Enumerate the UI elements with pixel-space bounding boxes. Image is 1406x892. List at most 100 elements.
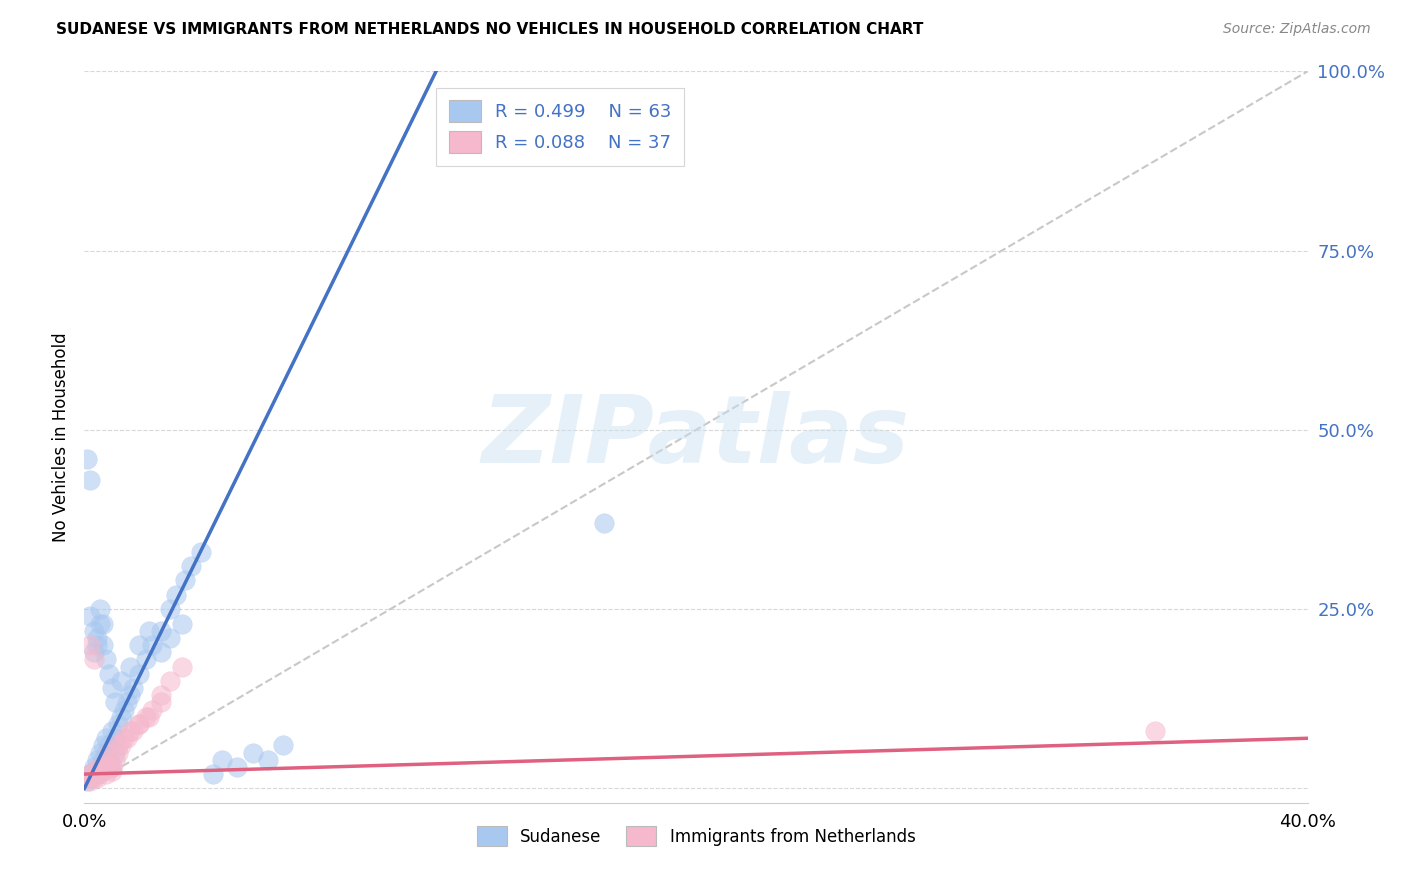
Point xyxy=(94,731,117,746)
Point xyxy=(135,710,157,724)
Point xyxy=(91,638,114,652)
Point xyxy=(120,724,142,739)
Point xyxy=(94,767,117,781)
Point xyxy=(89,602,111,616)
Point xyxy=(159,602,181,616)
Point xyxy=(165,588,187,602)
Point xyxy=(86,767,108,781)
Point xyxy=(101,764,124,778)
Point xyxy=(89,746,111,760)
Point xyxy=(97,753,120,767)
Point xyxy=(104,746,127,760)
Point xyxy=(141,638,163,652)
Point xyxy=(83,652,105,666)
Point xyxy=(79,473,101,487)
Point xyxy=(83,771,105,785)
Point xyxy=(101,760,124,774)
Point xyxy=(172,659,194,673)
Point xyxy=(112,731,135,746)
Point xyxy=(91,760,114,774)
Point xyxy=(159,673,181,688)
Point xyxy=(94,753,117,767)
Point xyxy=(257,753,280,767)
Point xyxy=(107,717,129,731)
Point xyxy=(1143,724,1166,739)
Point xyxy=(104,695,127,709)
Point xyxy=(76,771,98,785)
Point xyxy=(104,731,127,746)
Point xyxy=(149,624,172,638)
Point xyxy=(94,746,117,760)
Point xyxy=(120,688,142,702)
Point xyxy=(91,753,114,767)
Point xyxy=(115,695,138,709)
Point xyxy=(122,681,145,695)
Point xyxy=(593,516,616,530)
Point xyxy=(89,760,111,774)
Point xyxy=(86,753,108,767)
Point xyxy=(159,631,181,645)
Point xyxy=(110,739,132,753)
Text: ZIPatlas: ZIPatlas xyxy=(482,391,910,483)
Point xyxy=(112,702,135,716)
Point xyxy=(128,666,150,681)
Point xyxy=(101,681,124,695)
Point xyxy=(107,746,129,760)
Point xyxy=(128,638,150,652)
Point xyxy=(86,771,108,785)
Point xyxy=(110,673,132,688)
Point xyxy=(242,746,264,760)
Point xyxy=(79,771,101,785)
Point xyxy=(79,767,101,781)
Point xyxy=(89,764,111,778)
Point xyxy=(180,559,202,574)
Point xyxy=(91,616,114,631)
Point xyxy=(97,746,120,760)
Point xyxy=(83,645,105,659)
Point xyxy=(91,739,114,753)
Point xyxy=(101,760,124,774)
Point xyxy=(76,774,98,789)
Point xyxy=(110,710,132,724)
Point xyxy=(149,695,172,709)
Point xyxy=(89,760,111,774)
Point xyxy=(94,652,117,666)
Point xyxy=(135,652,157,666)
Point xyxy=(138,624,160,638)
Point xyxy=(97,739,120,753)
Y-axis label: No Vehicles in Household: No Vehicles in Household xyxy=(52,332,70,542)
Point xyxy=(83,764,105,778)
Point xyxy=(190,545,212,559)
Point xyxy=(83,764,105,778)
Point xyxy=(201,767,224,781)
Point xyxy=(174,574,197,588)
Point xyxy=(86,767,108,781)
Point xyxy=(79,767,101,781)
Text: SUDANESE VS IMMIGRANTS FROM NETHERLANDS NO VEHICLES IN HOUSEHOLD CORRELATION CHA: SUDANESE VS IMMIGRANTS FROM NETHERLANDS … xyxy=(56,22,924,37)
Text: Source: ZipAtlas.com: Source: ZipAtlas.com xyxy=(1223,22,1371,37)
Point xyxy=(138,710,160,724)
Point xyxy=(86,631,108,645)
Point xyxy=(172,616,194,631)
Point xyxy=(97,666,120,681)
Point xyxy=(79,774,101,789)
Point xyxy=(149,645,172,659)
Legend: Sudanese, Immigrants from Netherlands: Sudanese, Immigrants from Netherlands xyxy=(470,820,922,853)
Point xyxy=(97,760,120,774)
Point xyxy=(271,739,294,753)
Point xyxy=(122,724,145,739)
Point xyxy=(83,624,105,638)
Point xyxy=(89,616,111,631)
Point xyxy=(86,638,108,652)
Point xyxy=(128,717,150,731)
Point xyxy=(128,717,150,731)
Point xyxy=(120,659,142,673)
Point xyxy=(91,764,114,778)
Point xyxy=(211,753,233,767)
Point xyxy=(141,702,163,716)
Point xyxy=(79,638,101,652)
Point xyxy=(83,760,105,774)
Point xyxy=(226,760,249,774)
Point xyxy=(101,724,124,739)
Point xyxy=(79,609,101,624)
